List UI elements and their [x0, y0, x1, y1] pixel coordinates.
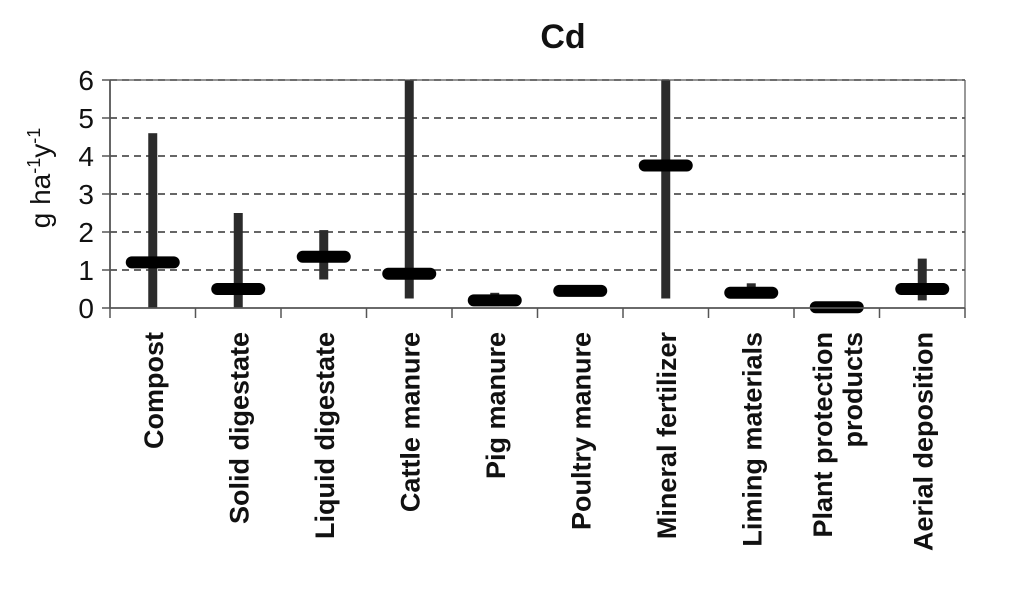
ylabel-sup-2: -1 — [24, 128, 44, 144]
y-tick-labels: 0 1 2 3 4 5 6 — [78, 65, 110, 324]
range-bar-1 — [148, 133, 158, 308]
category-label-7-1: Mineral fertilizer — [652, 332, 682, 540]
category-label-1-1: Compost — [139, 332, 169, 449]
median-marker-10 — [895, 283, 950, 295]
category-label-4-1: Cattle manure — [395, 332, 425, 512]
y-tick-3: 3 — [78, 179, 94, 210]
y-tick-0: 0 — [78, 293, 94, 324]
y-tick-5: 5 — [78, 103, 94, 134]
y-tick-2: 2 — [78, 217, 94, 248]
y-tick-4: 4 — [78, 141, 94, 172]
median-marker-7 — [638, 159, 693, 172]
x-tick-marks — [109, 308, 966, 318]
category-label-5-1: Pig manure — [481, 332, 511, 479]
ylabel-y: y — [25, 144, 56, 158]
range-bar-4 — [404, 80, 414, 299]
range-marks — [125, 80, 950, 314]
y-tick-1: 1 — [78, 255, 94, 286]
median-marker-8 — [724, 286, 779, 299]
y-tick-6: 6 — [78, 65, 94, 96]
category-label-2-1: Solid digestate — [224, 332, 254, 524]
category-label-9-2: products — [838, 332, 868, 448]
median-marker-1 — [125, 256, 180, 269]
range-bar-10 — [917, 258, 927, 301]
median-marker-6 — [553, 284, 608, 297]
ylabel-sup-1: -1 — [24, 158, 44, 174]
category-label-8-1: Liming materials — [737, 332, 767, 547]
median-marker-5 — [467, 294, 522, 307]
category-label-9-1: Plant protection — [808, 332, 838, 538]
category-label-10-1: Aerial deposition — [908, 332, 938, 551]
category-label-6-1: Poultry manure — [566, 332, 596, 530]
range-bar-7 — [661, 80, 671, 299]
y-axis-label: g ha-1y-1 — [24, 128, 56, 229]
category-labels: Compost Solid digestate Liquid digestate Ca… — [139, 332, 939, 552]
median-marker-2 — [211, 283, 266, 295]
range-bar-2 — [233, 213, 243, 308]
ylabel-g-ha: g ha — [25, 173, 56, 228]
category-label-3-1: Liquid digestate — [310, 332, 340, 539]
median-marker-3 — [296, 250, 351, 263]
median-marker-4 — [382, 267, 437, 280]
chart-title: Cd — [540, 18, 585, 56]
